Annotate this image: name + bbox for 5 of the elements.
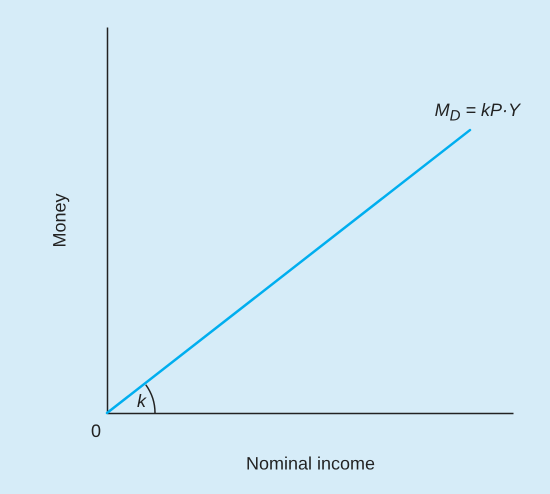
series-label: M$_{D}$ = kP·Y [434, 100, 520, 125]
x-axis-title: Nominal income [246, 454, 376, 474]
text: 0 [91, 421, 102, 442]
annotation: k [137, 391, 146, 412]
y-axis-title: Money [50, 193, 70, 248]
